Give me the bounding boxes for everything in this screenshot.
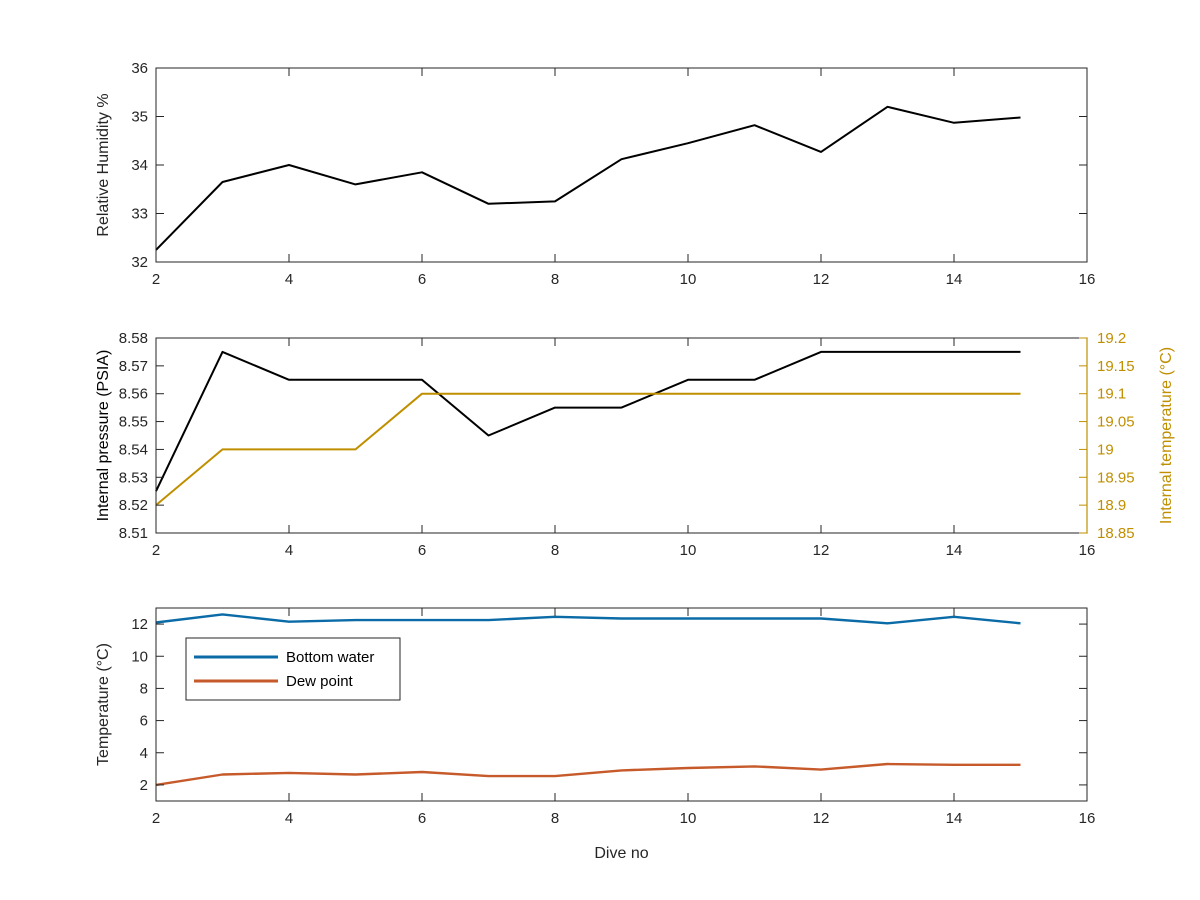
y-right-tick-label: 18.95 [1097,469,1135,486]
y-tick-label: 4 [140,745,148,762]
series-line-bottom-water [155,613,1021,625]
y-tick-label: 8.56 [119,386,148,403]
x-tick-label: 12 [813,271,830,288]
y-axis-label: Relative Humidity % [95,93,112,236]
y-tick-label: 32 [131,254,148,271]
x-tick-label: 4 [285,271,293,288]
y-right-axis-label: Internal temperature (°C) [1158,347,1175,524]
series-line-1 [155,105,1021,251]
series-line-dew-point [155,762,1021,787]
x-axis-label: Dive no [594,845,648,862]
y-tick-label: 34 [131,157,148,174]
y-right-tick-label: 19.15 [1097,358,1135,375]
y-tick-label: 8.58 [119,330,148,347]
y-right-tick-label: 19.05 [1097,414,1135,431]
x-tick-label: 10 [680,810,697,827]
x-tick-label: 6 [418,542,426,559]
x-tick-label: 16 [1079,542,1096,559]
y-tick-label: 8.57 [119,358,148,375]
y-axis-label: Temperature (°C) [95,643,112,766]
y-right-tick-label: 19 [1097,441,1114,458]
x-tick-label: 10 [680,271,697,288]
legend-label: Bottom water [286,649,374,666]
x-tick-label: 16 [1079,810,1096,827]
x-tick-label: 4 [285,810,293,827]
y-tick-label: 6 [140,713,148,730]
y-right-tick-label: 18.85 [1097,525,1135,542]
x-tick-label: 16 [1079,271,1096,288]
legend: Bottom water Dew point [185,637,401,701]
y-right-tick-label: 18.9 [1097,497,1126,514]
x-tick-label: 14 [946,542,963,559]
x-tick-label: 8 [551,542,559,559]
y-tick-label: 10 [131,648,148,665]
y-tick-label: 2 [140,777,148,794]
legend-label: Dew point [286,673,354,690]
x-tick-label: 14 [946,271,963,288]
x-tick-label: 8 [551,271,559,288]
x-tick-label: 12 [813,542,830,559]
y-tick-label: 8.54 [119,441,148,458]
y-right-tick-label: 19.1 [1097,386,1126,403]
y-tick-label: 8.51 [119,525,148,542]
y-tick-label: 8.53 [119,469,148,486]
x-tick-label: 2 [152,810,160,827]
subplot-3: 2 4 6 8 10 12 14 16 2 4 6 8 10 12 Temperature (°C) Dive… [95,607,1096,862]
y-tick-label: 36 [131,60,148,77]
x-tick-label: 12 [813,810,830,827]
x-tick-label: 6 [418,810,426,827]
x-tick-label: 8 [551,810,559,827]
y-tick-label: 12 [131,616,148,633]
series-line-2 [155,392,1021,506]
x-tick-label: 10 [680,542,697,559]
subplot-1: 2 4 6 8 10 12 14 16 32 33 34 35 36 Relative Humidity … [95,60,1095,288]
plots: 2 4 6 8 10 12 14 16 32 33 34 35 36 Relative Humidity … [95,60,1175,862]
x-tick-label: 14 [946,810,963,827]
x-tick-label: 6 [418,271,426,288]
y-tick-label: 35 [131,109,148,126]
y-tick-label: 8.52 [119,497,148,514]
series-line-1 [155,350,1021,492]
x-tick-label: 4 [285,542,293,559]
y-tick-label: 8 [140,680,148,697]
subplot-2: 2 4 6 8 10 12 14 16 8.51 8.52 8.53 8.54 8.55 8.56 8.57… [95,330,1175,559]
legend-box [185,637,401,701]
y-right-tick-label: 19.2 [1097,330,1126,347]
y-tick-label: 33 [131,206,148,223]
y-tick-label: 8.55 [119,414,148,431]
x-tick-label: 2 [152,271,160,288]
x-tick-label: 2 [152,542,160,559]
axes-box [155,607,1088,802]
y-axis-label: Internal pressure (PSIA) [95,350,112,522]
